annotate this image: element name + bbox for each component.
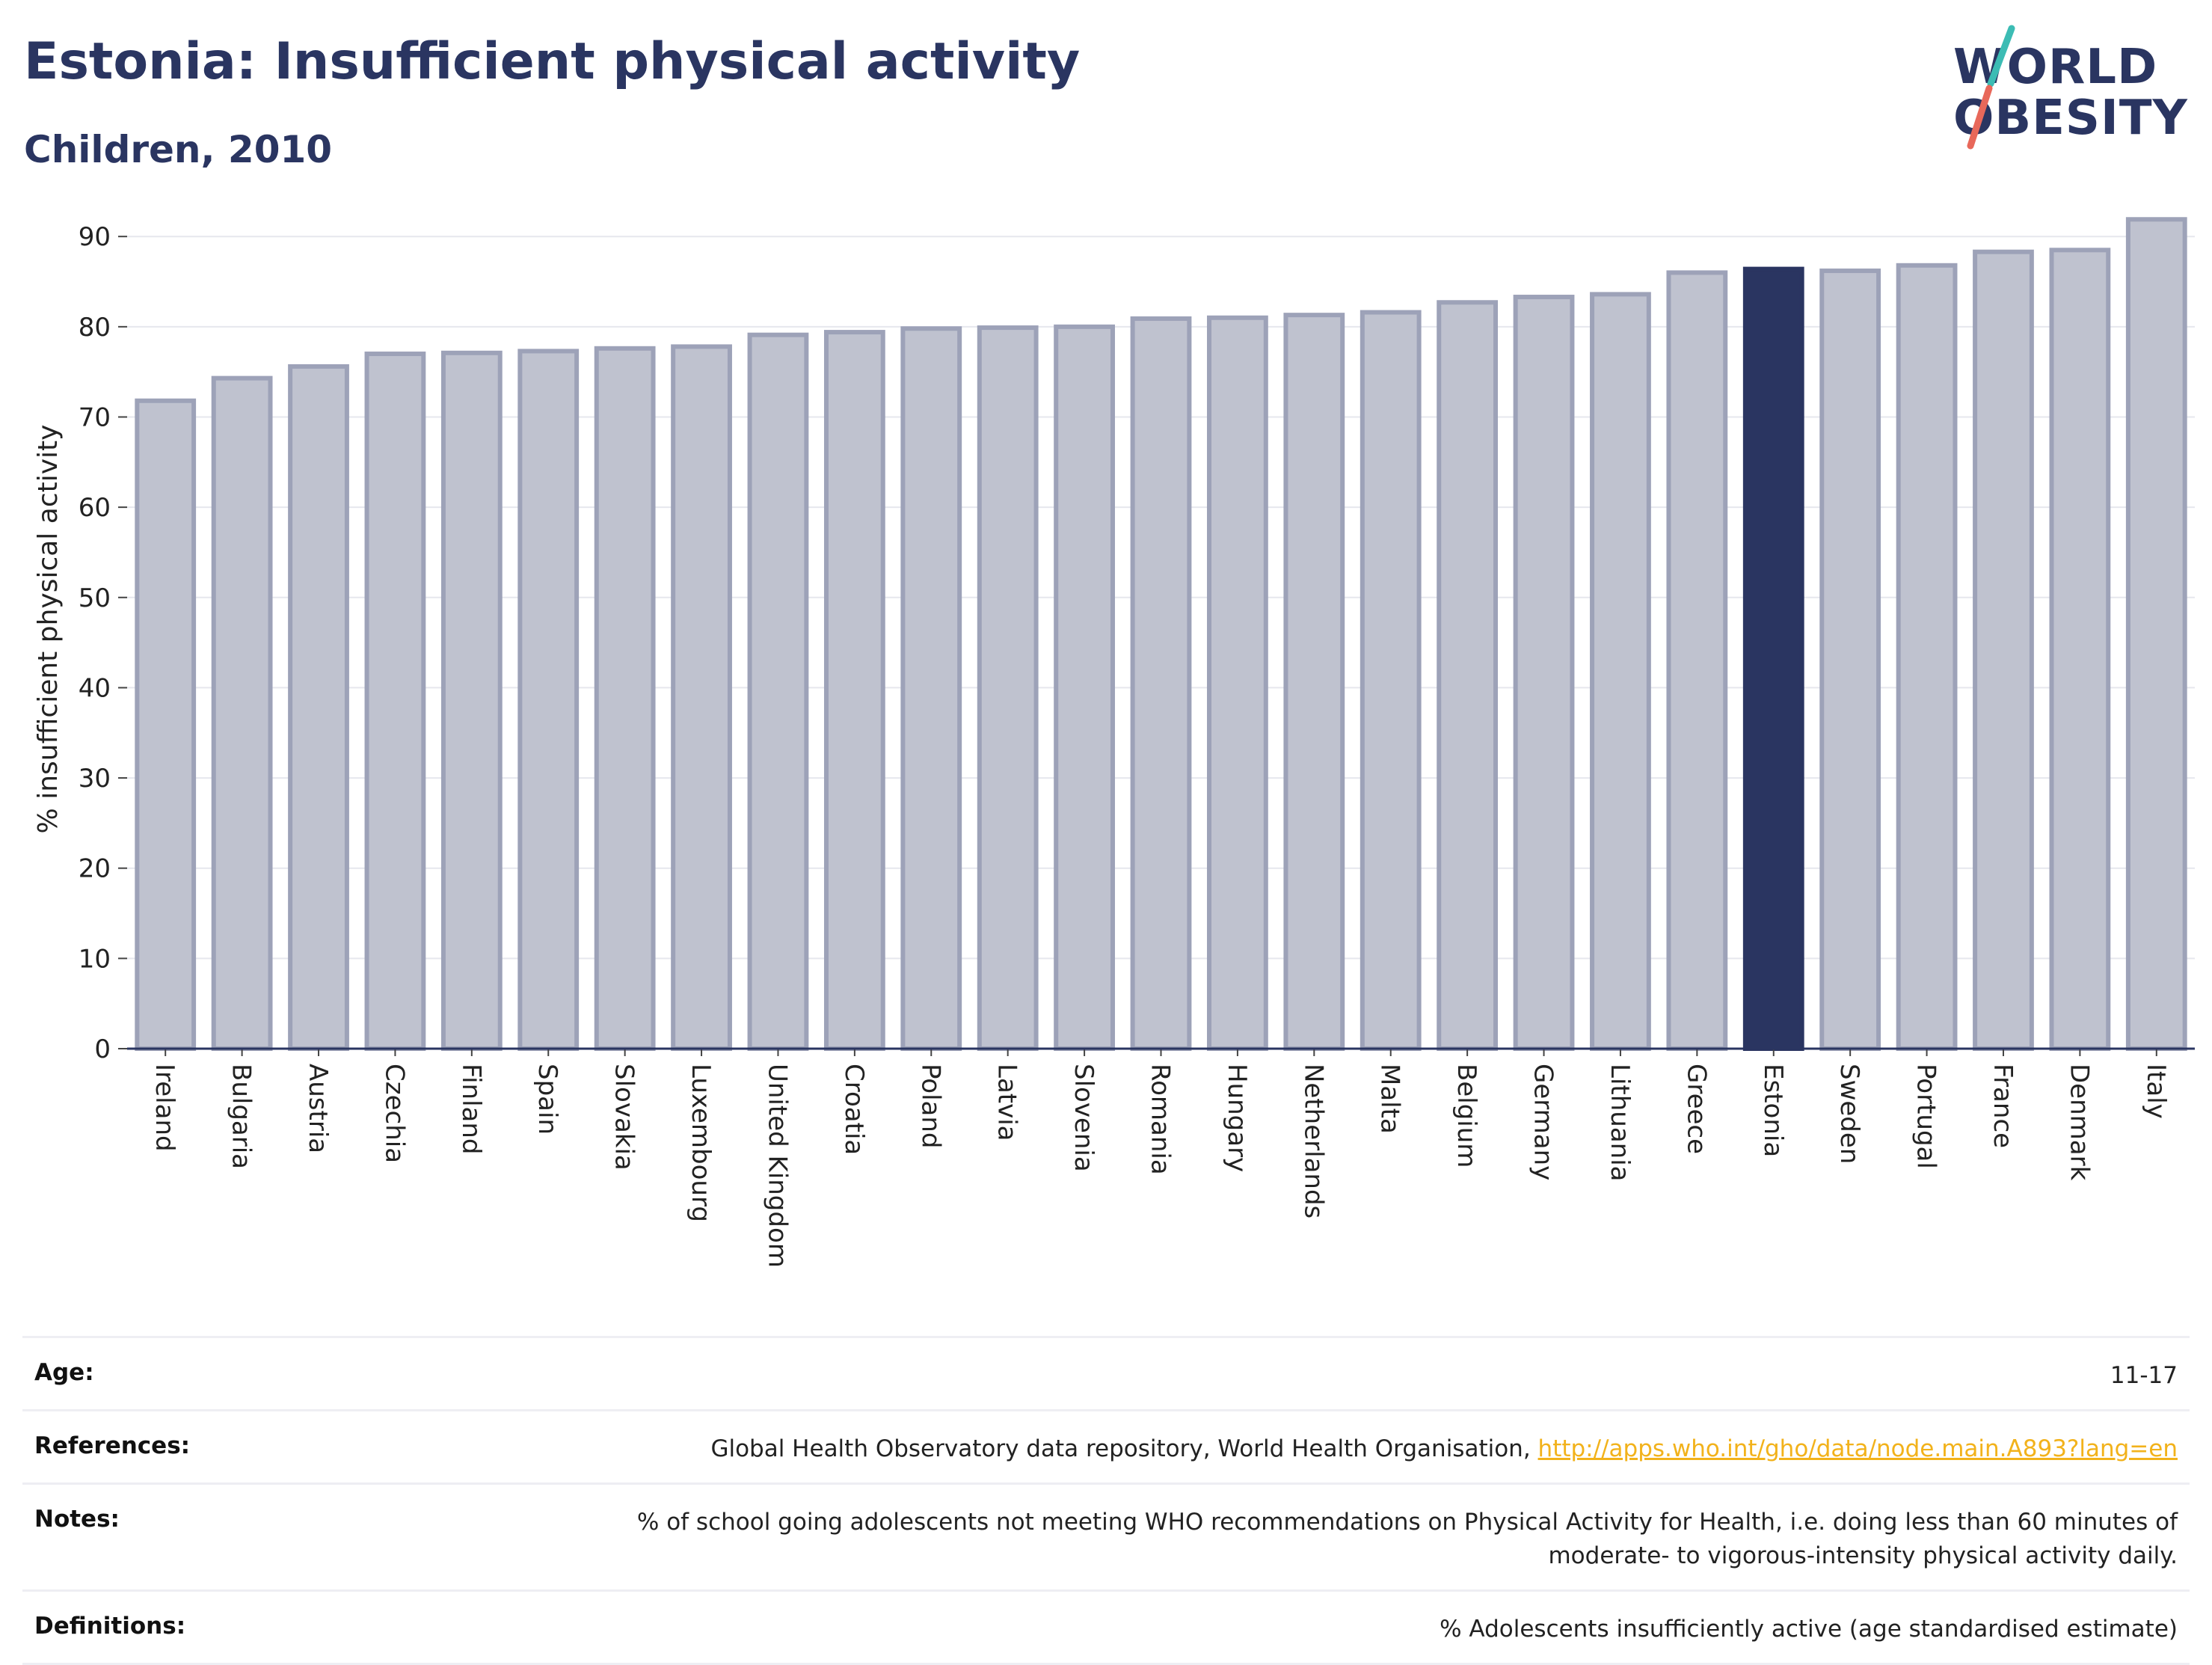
age-value: 11-17: [2110, 1362, 2178, 1389]
x-tick-label: Estonia: [1758, 1064, 1788, 1157]
x-tick-label: Italy: [2141, 1064, 2171, 1119]
bar-finland: [440, 350, 503, 1051]
notes-value: % of school going adolescents not meetin…: [637, 1506, 2178, 1573]
bar-bulgaria: [211, 375, 273, 1051]
x-tick-label: Hungary: [1222, 1064, 1252, 1172]
definitions-value: % Adolescents insufficiently active (age…: [1440, 1615, 2178, 1643]
bar-united-kingdom: [747, 332, 809, 1051]
chart-subtitle: Children, 2010: [24, 128, 333, 171]
chart-title: Estonia: Insufficient physical activity: [24, 32, 1081, 91]
notes-line-2: moderate- to vigorous-intensity physical…: [1548, 1542, 2178, 1569]
bar-austria: [288, 364, 349, 1051]
info-row-definitions: Definitions: % Adolescents insufficientl…: [22, 1589, 2190, 1665]
bar-lithuania: [1590, 292, 1651, 1052]
x-tick-label: Malta: [1375, 1064, 1405, 1134]
bar-germany: [1513, 295, 1575, 1051]
x-tick-label: Denmark: [2064, 1064, 2094, 1181]
bar-denmark: [2049, 248, 2111, 1052]
x-tick-label: Bulgaria: [227, 1064, 256, 1169]
y-tick-label: 70: [79, 402, 111, 432]
age-label: Age:: [34, 1359, 94, 1386]
bar-france: [1973, 249, 2034, 1051]
logo-text-world: WORLD: [1953, 40, 2158, 95]
x-tick-label: Latvia: [992, 1064, 1022, 1141]
logo-slash-icon: [1967, 25, 2015, 150]
bar-netherlands: [1283, 313, 1345, 1051]
x-tick-label: Belgium: [1451, 1064, 1481, 1168]
bar-italy: [2125, 217, 2187, 1051]
x-tick-label: Sweden: [1834, 1064, 1864, 1164]
bars: [135, 217, 2187, 1052]
x-tick-label: Slovakia: [609, 1064, 639, 1171]
bar-sweden: [1819, 269, 1881, 1052]
y-tick-label: 30: [79, 764, 111, 794]
x-tick-label: United Kingdom: [762, 1064, 792, 1268]
y-tick-label: 80: [79, 313, 111, 343]
definitions-label: Definitions:: [34, 1612, 186, 1640]
x-tick-label: Slovenia: [1069, 1064, 1099, 1172]
notes-line-1: % of school going adolescents not meetin…: [636, 1508, 2178, 1536]
x-tick-label: Finland: [456, 1064, 486, 1155]
x-tick-label: Romania: [1146, 1064, 1176, 1175]
bar-portugal: [1896, 263, 1958, 1051]
x-tick-label: Netherlands: [1298, 1064, 1328, 1218]
y-tick-label: 10: [79, 944, 111, 974]
bar-slovakia: [594, 346, 656, 1052]
references-label: References:: [34, 1432, 191, 1459]
bar-ireland: [135, 398, 197, 1051]
bar-slovenia: [1054, 324, 1115, 1052]
x-tick-label: Lithuania: [1605, 1064, 1635, 1181]
bar-czechia: [364, 352, 426, 1051]
x-tick-label: Germany: [1529, 1064, 1558, 1180]
bar-luxembourg: [671, 344, 732, 1052]
y-tick-label: 40: [79, 673, 111, 703]
info-row-notes: Notes: % of school going adolescents not…: [22, 1482, 2190, 1589]
info-row-age: Age: 11-17: [22, 1336, 2190, 1409]
x-tick-label: Spain: [532, 1064, 562, 1135]
x-tick-label: Croatia: [839, 1064, 869, 1155]
x-tick-label: Poland: [915, 1064, 945, 1149]
bar-chart: 0 10 20 30 40 50 60 70 80 90 Ireland Bulgaria Austri…: [33, 217, 2195, 1268]
y-tick-label: 20: [79, 854, 111, 884]
info-table: Age: 11-17 References: Global Health Obs…: [22, 1336, 2190, 1665]
y-tick-label: 90: [79, 222, 111, 252]
world-obesity-logo: WORLD OBESITY: [1944, 22, 2199, 157]
bar-poland: [900, 326, 962, 1052]
bar-malta: [1360, 310, 1422, 1052]
bar-romania: [1130, 316, 1192, 1051]
y-tick-label: 50: [79, 583, 111, 613]
x-tick-label: Czechia: [379, 1064, 409, 1163]
x-tick-label: Luxembourg: [686, 1064, 716, 1222]
bar-greece: [1666, 270, 1728, 1051]
bar-latvia: [977, 325, 1039, 1051]
bar-spain: [517, 349, 580, 1051]
references-value: Global Health Observatory data repositor…: [710, 1432, 2178, 1466]
references-text: Global Health Observatory data repositor…: [710, 1435, 1538, 1462]
x-tick-label: France: [1988, 1064, 2018, 1148]
x-tick-label: Greece: [1681, 1064, 1711, 1154]
x-tick-label: Ireland: [150, 1064, 179, 1152]
y-tick-label: 0: [94, 1034, 111, 1064]
bar-belgium: [1437, 300, 1499, 1051]
bar-hungary: [1207, 315, 1268, 1052]
bar-croatia: [823, 330, 885, 1052]
x-tick-label: Portugal: [1911, 1064, 1941, 1169]
bar-estonia: [1742, 266, 1804, 1051]
y-axis-title: % insufficient physical activity: [33, 425, 64, 834]
references-link[interactable]: http://apps.who.int/gho/data/node.main.A…: [1537, 1435, 2178, 1462]
notes-label: Notes:: [34, 1505, 120, 1533]
x-tick-label: Austria: [303, 1064, 333, 1153]
axes: 0 10 20 30 40 50 60 70 80 90 Ireland Bulgaria Austri…: [79, 222, 2195, 1268]
logo-text-obesity: OBESITY: [1953, 91, 2188, 146]
info-row-references: References: Global Health Observatory da…: [22, 1408, 2190, 1482]
y-tick-label: 60: [79, 493, 111, 523]
